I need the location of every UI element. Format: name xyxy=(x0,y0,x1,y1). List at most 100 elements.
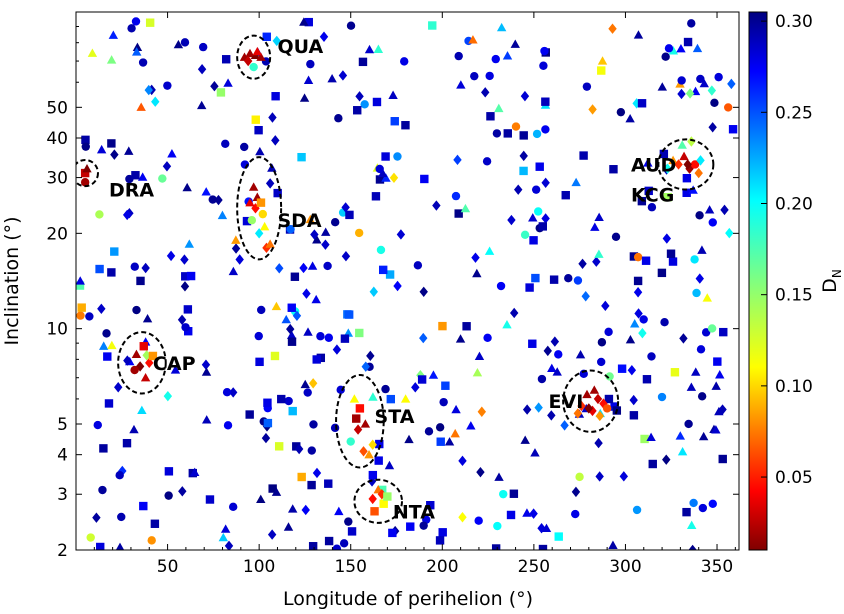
background-point xyxy=(540,46,549,56)
background-point xyxy=(630,319,640,328)
background-point xyxy=(368,392,378,401)
background-point xyxy=(256,494,266,504)
shower-labels: QUA DRA SDA CAP STA NTA EVI AUD KCG xyxy=(109,36,676,523)
background-point xyxy=(632,98,641,109)
background-point xyxy=(312,355,321,364)
background-point xyxy=(692,288,701,298)
background-point xyxy=(695,273,704,284)
background-point xyxy=(728,125,738,134)
shower-ellipses xyxy=(76,34,715,524)
background-point xyxy=(183,305,193,314)
background-point xyxy=(458,512,467,523)
background-point xyxy=(675,431,686,440)
background-point xyxy=(629,411,639,420)
background-point xyxy=(312,235,322,244)
background-point xyxy=(532,129,542,139)
background-point xyxy=(571,486,581,498)
background-point xyxy=(304,17,313,27)
background-point xyxy=(393,152,402,161)
background-point xyxy=(310,229,319,240)
background-point xyxy=(510,39,520,48)
background-point xyxy=(228,387,238,398)
background-point xyxy=(311,294,321,304)
shower-ellipse-nta xyxy=(353,478,404,524)
background-point xyxy=(451,191,461,201)
background-point xyxy=(92,512,101,523)
background-point xyxy=(575,350,586,359)
background-point xyxy=(305,214,315,224)
background-point xyxy=(77,303,86,312)
background-point xyxy=(221,55,231,64)
background-point xyxy=(167,149,177,158)
background-point xyxy=(123,355,132,366)
background-point xyxy=(338,70,348,81)
background-point xyxy=(344,517,353,526)
cluster-point xyxy=(247,216,257,225)
background-point xyxy=(334,114,343,123)
cluster-point xyxy=(683,159,692,170)
background-point xyxy=(368,470,378,480)
background-point xyxy=(324,536,334,546)
background-point xyxy=(522,508,532,517)
background-point xyxy=(605,372,614,381)
background-point xyxy=(659,149,669,159)
background-point xyxy=(173,39,184,49)
background-point xyxy=(668,46,679,55)
background-point xyxy=(633,276,643,286)
background-point xyxy=(549,275,559,284)
background-point xyxy=(375,439,384,449)
background-point xyxy=(711,425,721,434)
background-point xyxy=(324,333,334,342)
background-point xyxy=(660,318,669,327)
shower-label-aud: AUD xyxy=(631,154,676,176)
background-point xyxy=(417,375,427,384)
cluster-point xyxy=(589,385,600,394)
cluster-point xyxy=(368,439,377,450)
background-point xyxy=(184,239,195,248)
cluster-point xyxy=(602,404,612,413)
cluster-point xyxy=(245,48,255,58)
background-point xyxy=(684,419,693,429)
background-point xyxy=(76,281,85,290)
background-point xyxy=(184,327,193,336)
background-point xyxy=(529,236,538,245)
background-point xyxy=(388,90,398,99)
y-tick-label: 4 xyxy=(57,446,68,466)
background-point xyxy=(550,336,560,347)
background-point xyxy=(541,213,550,224)
cluster-point xyxy=(349,394,360,403)
background-point xyxy=(720,204,729,216)
background-point xyxy=(299,93,310,102)
background-point xyxy=(711,381,721,390)
background-point xyxy=(158,174,167,183)
background-point xyxy=(181,272,190,281)
background-point xyxy=(707,324,717,333)
background-point xyxy=(696,345,706,354)
background-point xyxy=(178,486,187,497)
background-point xyxy=(177,314,187,325)
background-point xyxy=(223,421,233,430)
background-point xyxy=(98,485,107,495)
background-point xyxy=(690,255,699,264)
shower-label-dra: DRA xyxy=(109,180,154,202)
background-point xyxy=(692,43,703,53)
background-point xyxy=(384,460,395,470)
background-point xyxy=(474,516,483,525)
background-point xyxy=(597,66,606,75)
cluster-point xyxy=(595,410,605,422)
background-point xyxy=(592,256,601,267)
background-point xyxy=(477,406,487,417)
background-point xyxy=(107,340,117,350)
background-point xyxy=(220,524,231,533)
background-point xyxy=(609,165,618,174)
background-point xyxy=(303,75,314,84)
background-point xyxy=(454,209,463,218)
background-point xyxy=(130,262,139,271)
background-point xyxy=(441,381,450,390)
background-point xyxy=(323,261,332,271)
background-point xyxy=(164,491,173,500)
background-point xyxy=(388,528,397,538)
y-tick-label: 40 xyxy=(46,129,68,149)
y-tick-label: 20 xyxy=(46,224,68,244)
background-point xyxy=(99,444,108,453)
